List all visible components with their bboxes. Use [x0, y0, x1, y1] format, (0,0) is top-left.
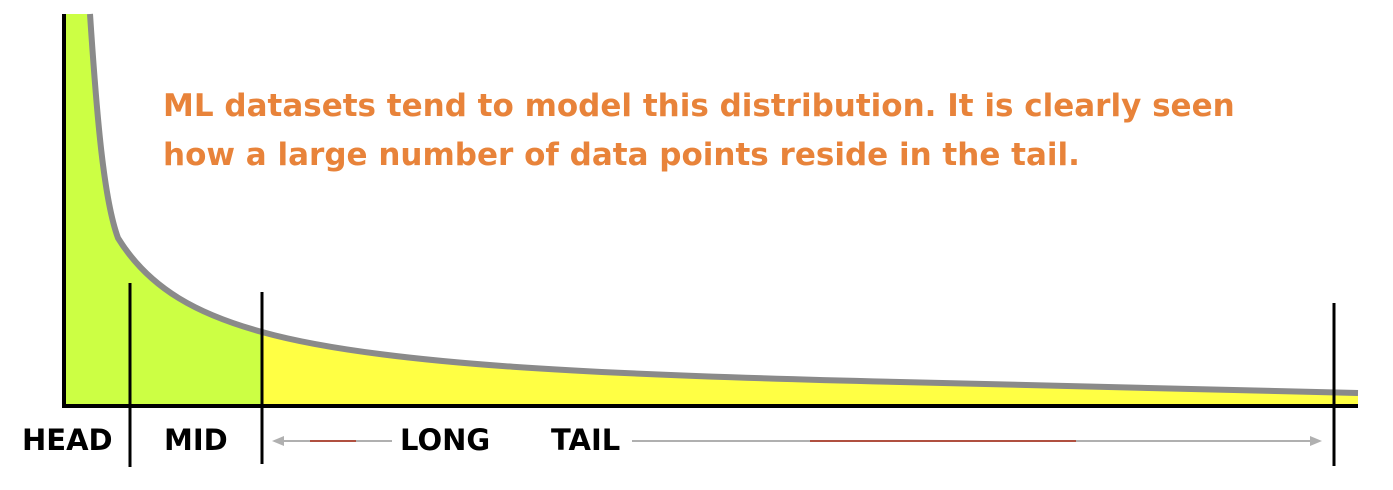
- tail-area: [262, 332, 1358, 405]
- mid-label: MID: [164, 423, 228, 457]
- long-label: LONG: [400, 423, 491, 457]
- distribution-curve: [87, 13, 1359, 396]
- head-mid-area: [66, 14, 262, 405]
- head-label: HEAD: [22, 423, 113, 457]
- caption-line-2: how a large number of data points reside…: [163, 137, 1080, 173]
- caption-text: ML datasets tend to model this distribut…: [163, 82, 1313, 180]
- caption-line-1: ML datasets tend to model this distribut…: [163, 88, 1235, 124]
- tail-label: TAIL: [551, 423, 621, 457]
- arrow-right-head: [1310, 436, 1322, 446]
- arrow-left-head: [272, 436, 284, 446]
